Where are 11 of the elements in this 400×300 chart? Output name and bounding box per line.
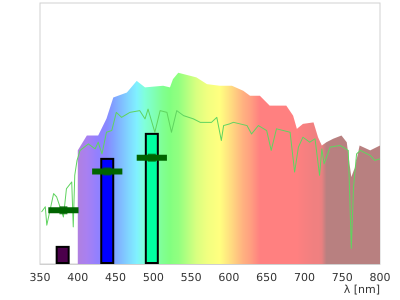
x-tick-label: 400 xyxy=(67,271,88,284)
x-axis-title: λ [nm] xyxy=(344,283,380,296)
x-tick-label: 750 xyxy=(332,271,353,284)
x-tick-label: 650 xyxy=(256,271,278,284)
x-tick-label: 550 xyxy=(180,271,202,284)
x-tick-label: 350 xyxy=(30,271,50,284)
x-tick-label: 500 xyxy=(142,271,164,284)
x-tick-label: 600 xyxy=(218,271,240,284)
x-tick-label: 450 xyxy=(105,271,126,284)
x-tick-label: 700 xyxy=(294,271,315,284)
x-tick-label: 800 xyxy=(370,271,390,284)
